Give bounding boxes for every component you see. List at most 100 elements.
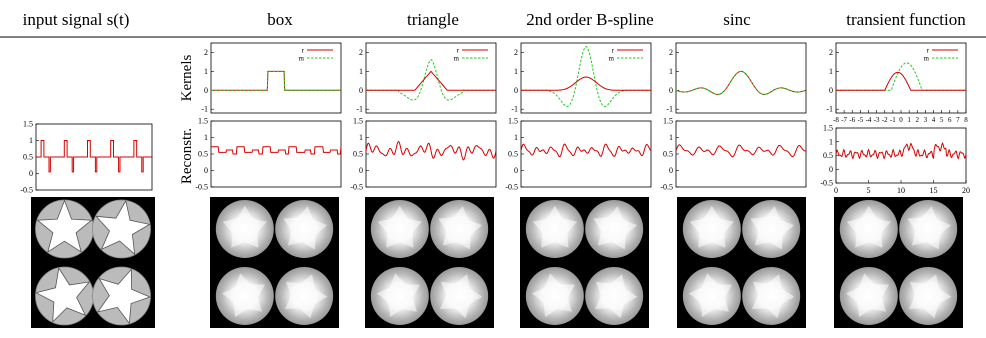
x-tick-label: -8 — [833, 116, 839, 124]
reconstruction-plot-transient: 1.510.50-0.50 5 10 15 20 — [820, 124, 970, 196]
y-tick-label: 0 — [829, 86, 833, 95]
column-header-input: input signal s(t) — [23, 10, 130, 29]
plot-frame — [210, 42, 342, 114]
x-tick-label: 7 — [956, 116, 960, 124]
kernel-plot-transient: 210-1rm-8 -7 -6 -5 -4 -3 -2 -1 0 1 2 3 4 5 6 7 8 — [826, 42, 968, 124]
x-tick-label: -3 — [874, 116, 880, 124]
blurred-star — [221, 273, 265, 318]
x-tick-label: 8 — [964, 116, 968, 124]
reconstruction-plot-triangle: 1.5 1 0.5 0 -0.5 — [350, 117, 497, 192]
x-tick-label: 0 — [899, 116, 903, 124]
series-r-line — [211, 70, 341, 91]
reconstruction-line — [211, 146, 342, 155]
star — [95, 199, 151, 256]
plot-frame — [365, 42, 497, 114]
kernel-plot-box: 2 1 0 -1 rm — [201, 42, 342, 114]
x-tick-label: -6 — [849, 116, 855, 124]
blurred-star — [908, 274, 952, 319]
blurred-star — [594, 274, 638, 319]
blurred-star — [222, 205, 267, 248]
x-tick-label: -2 — [882, 116, 888, 124]
blurred-star — [377, 205, 422, 248]
y-tick-label: -1 — [356, 105, 363, 114]
x-tick-label: -5 — [857, 116, 863, 124]
y-tick-label: 2 — [669, 48, 673, 57]
y-tick-label: 0 — [359, 86, 363, 95]
y-tick-label: 1 — [829, 137, 833, 146]
reconstruction-plot-sinc: 1.5 1 0.5 0 -0.5 — [660, 117, 807, 192]
x-tick-label: -1 — [890, 116, 896, 124]
legend-label-m: m — [924, 55, 930, 63]
y-tick-label: 0 — [669, 86, 673, 95]
blurred-star — [593, 206, 638, 250]
plot-frame — [210, 120, 342, 188]
y-tick-label: 1 — [829, 67, 833, 76]
plot-frame — [365, 120, 497, 188]
reconstructed-star-image — [365, 197, 494, 328]
reconstructed-star-image — [210, 197, 339, 328]
blurred-star — [688, 273, 732, 318]
blurred-star — [845, 273, 889, 318]
y-tick-label: 2 — [359, 48, 363, 57]
y-tick-label: -0.5 — [20, 186, 33, 195]
x-tick-label: 2 — [916, 116, 920, 124]
reconstruction-line — [675, 144, 807, 158]
y-tick-label: 1.5 — [23, 120, 33, 129]
x-tick-label: 3 — [924, 116, 928, 124]
y-tick-label: -1 — [826, 105, 833, 114]
y-tick-label: 0.5 — [663, 150, 673, 159]
blurred-star — [689, 205, 734, 248]
y-tick-label: 0 — [514, 166, 518, 175]
y-tick-label: 0.5 — [823, 151, 833, 160]
y-tick-label: 1 — [669, 133, 673, 142]
y-tick-label: 0.5 — [508, 150, 518, 159]
series-r-line — [366, 70, 496, 91]
y-tick-label: 1.5 — [353, 117, 363, 126]
x-tick-label: 5 — [867, 186, 871, 195]
blurred-star — [846, 205, 891, 248]
x-tick-label: 15 — [930, 186, 938, 195]
blurred-star — [907, 206, 952, 250]
input-signal-line — [36, 140, 152, 173]
reconstruction-plot-bspline: 1.5 1 0.5 0 -0.5 — [505, 117, 652, 192]
kernel-plot-bspline: 2 1 0 -1 rm — [511, 42, 652, 114]
series-m-line — [675, 70, 807, 95]
series-m-line — [366, 58, 496, 101]
x-tick-label: -4 — [866, 116, 872, 124]
y-tick-label: 2 — [514, 48, 518, 57]
column-header-sinc: sinc — [723, 10, 751, 29]
y-tick-label: 2 — [204, 48, 208, 57]
kernel-plot-sinc: 2 1 0 -1 — [666, 42, 807, 114]
star — [96, 268, 152, 325]
plot-frame — [835, 42, 967, 114]
blurred-star — [532, 205, 577, 248]
blurred-star — [283, 206, 328, 250]
y-tick-label: 1.5 — [663, 117, 673, 126]
reconstruction-line — [835, 142, 967, 160]
column-header-bspline: 2nd order B-spline — [526, 10, 653, 29]
column-header-transient: transient function — [846, 10, 966, 29]
blurred-star — [439, 274, 483, 319]
reconstruction-line — [365, 140, 497, 161]
reconstructed-star-image — [677, 197, 806, 328]
x-tick-label: 4 — [932, 116, 936, 124]
x-tick-label: 20 — [962, 186, 970, 195]
y-tick-label: -1 — [201, 105, 208, 114]
blurred-star — [531, 273, 575, 318]
y-tick-label: 0 — [29, 169, 33, 178]
y-tick-label: 0 — [359, 166, 363, 175]
x-tick-label: 1 — [907, 116, 911, 124]
input-signal-plot: 1.5 1 0.5 0 -0.5 — [20, 120, 153, 195]
blurred-star — [376, 273, 420, 318]
plot-panels: 1.510.50-0.5210-1rm210-1rm210-1rm210-121… — [20, 42, 970, 196]
x-tick-label: -7 — [841, 116, 847, 124]
blurred-star — [751, 274, 795, 319]
column-header-box: box — [267, 10, 293, 29]
star-image-row — [31, 197, 963, 328]
y-tick-label: 1 — [514, 133, 518, 142]
reconstruction-line — [520, 143, 652, 158]
y-tick-label: -1 — [666, 105, 673, 114]
legend-label-r: r — [927, 47, 930, 55]
star — [35, 267, 91, 323]
